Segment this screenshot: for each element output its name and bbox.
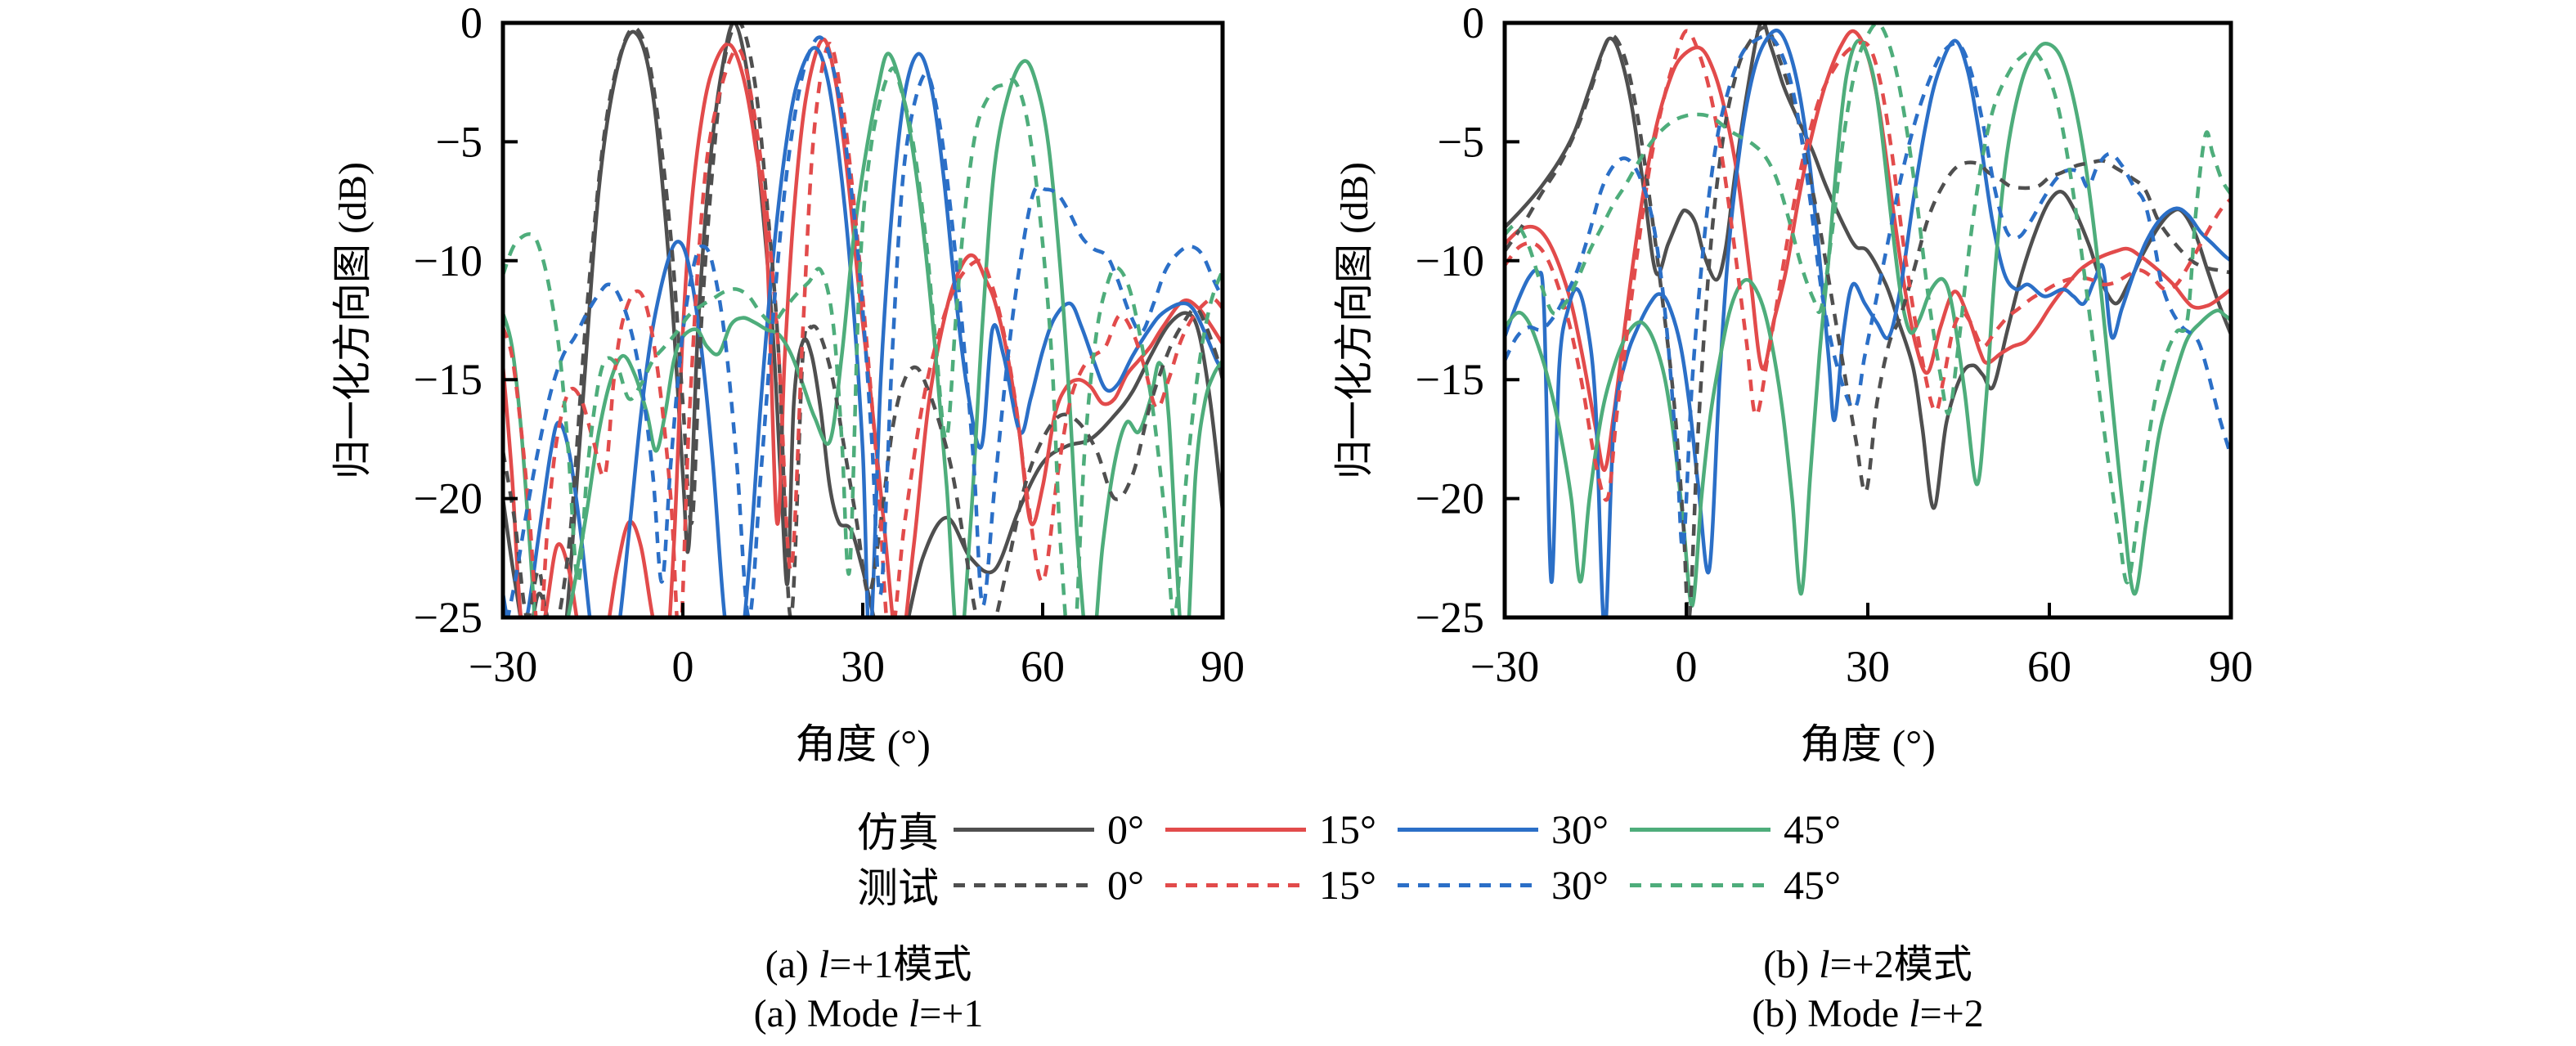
solid-line-sample-icon xyxy=(954,827,1094,832)
legend-entry-label: 45° xyxy=(1784,862,1841,908)
caption-panel-a: (a) l=+1模式 (a) Mode l=+1 xyxy=(754,941,984,1039)
legend-entry-sim-30: 30° xyxy=(1398,806,1630,853)
x-tick-label-a: −30 xyxy=(469,642,537,691)
curve-b-test-0 xyxy=(1505,25,2231,617)
legend-entry-test-15: 15° xyxy=(1165,861,1398,909)
legend-entry-label: 30° xyxy=(1551,862,1609,908)
legend: 仿真 0° 15° 30° 45° 测试 0° 15° 30° 45° xyxy=(857,806,1862,919)
caption-panel-b: (b) l=+2模式 (b) Mode l=+2 xyxy=(1752,941,1983,1039)
legend-row-label-simulation: 仿真 xyxy=(857,810,939,855)
legend-entry-label: 30° xyxy=(1551,806,1609,852)
x-tick-label-a: 30 xyxy=(841,642,885,691)
curve-a-sim-30 xyxy=(503,46,1223,617)
y-tick-label-a: −25 xyxy=(414,593,482,642)
x-tick-label-a: 60 xyxy=(1021,642,1065,691)
legend-entry-test-0: 0° xyxy=(954,861,1165,909)
y-tick-label-b: −5 xyxy=(1438,117,1484,166)
dashed-line-sample-icon xyxy=(1165,882,1306,887)
caption-panel-b-en: (b) Mode l=+2 xyxy=(1752,992,1984,1035)
x-axis-label-a: 角度 (°) xyxy=(795,721,931,767)
caption-panel-b-zh: (b) l=+2模式 xyxy=(1763,943,1972,986)
legend-entry-test-45: 45° xyxy=(1630,861,1862,909)
solid-line-sample-icon xyxy=(1165,827,1306,832)
curve-b-test-45 xyxy=(1505,23,2231,585)
y-tick-label-a: 0 xyxy=(460,0,482,47)
legend-entry-label: 45° xyxy=(1784,806,1841,852)
legend-entry-label: 0° xyxy=(1107,806,1144,852)
x-tick-label-b: 60 xyxy=(2027,642,2071,691)
y-tick-label-a: −15 xyxy=(414,355,482,404)
x-tick-label-a: 90 xyxy=(1200,642,1245,691)
curve-a-sim-45 xyxy=(503,52,1223,617)
legend-entry-sim-15: 15° xyxy=(1165,806,1398,853)
y-axis-label-b: 归一化方向图 (dB) xyxy=(1333,162,1376,479)
axes-frame-b xyxy=(1502,20,2233,620)
legend-entries-simulation: 0° 15° 30° 45° xyxy=(954,806,1862,853)
y-tick-label-a: −10 xyxy=(414,236,482,285)
y-tick-label-a: −5 xyxy=(436,117,482,166)
y-tick-label-b: −25 xyxy=(1416,593,1484,642)
legend-row-simulation: 仿真 0° 15° 30° 45° xyxy=(857,806,1862,855)
y-tick-label-b: 0 xyxy=(1462,0,1484,47)
y-tick-label-b: −15 xyxy=(1416,355,1484,404)
curve-a-test-30 xyxy=(505,35,1223,617)
x-tick-label-a: 0 xyxy=(672,642,694,691)
curve-b-sim-45 xyxy=(1505,38,2231,608)
panel-a-plot: −30 0 30 60 90 0 −5 −10 −15 −20 −25 xyxy=(414,0,1245,691)
legend-row-test: 测试 0° 15° 30° 45° xyxy=(857,861,1862,911)
y-tick-label-b: −20 xyxy=(1416,474,1484,523)
x-tick-label-b: −30 xyxy=(1470,642,1539,691)
caption-panel-a-en: (a) Mode l=+1 xyxy=(753,992,984,1035)
legend-row-label-test: 测试 xyxy=(857,865,939,911)
dashed-line-sample-icon xyxy=(1398,882,1538,887)
y-tick-label-a: −20 xyxy=(414,474,482,523)
dashed-line-sample-icon xyxy=(1630,882,1770,887)
legend-entry-sim-0: 0° xyxy=(954,806,1165,853)
legend-entries-test: 0° 15° 30° 45° xyxy=(954,861,1862,909)
y-axis-label-a: 归一化方向图 (dB) xyxy=(331,162,375,479)
curve-a-test-45 xyxy=(503,66,1223,617)
x-tick-label-b: 0 xyxy=(1676,642,1698,691)
caption-panel-a-zh: (a) l=+1模式 xyxy=(765,943,972,986)
legend-entry-label: 15° xyxy=(1319,806,1376,852)
solid-line-sample-icon xyxy=(1630,827,1770,832)
dashed-line-sample-icon xyxy=(954,882,1094,887)
x-tick-label-b: 30 xyxy=(1846,642,1890,691)
curve-a-test-15 xyxy=(503,42,1223,617)
x-tick-label-b: 90 xyxy=(2209,642,2253,691)
panel-b-plot: −30 0 30 60 90 0 −5 −10 −15 −20 −25 xyxy=(1416,0,2253,691)
x-axis-label-b: 角度 (°) xyxy=(1800,721,1936,767)
solid-line-sample-icon xyxy=(1398,827,1538,832)
legend-entry-label: 15° xyxy=(1319,862,1376,908)
curve-b-test-15 xyxy=(1505,29,2231,502)
y-tick-label-b: −10 xyxy=(1416,236,1484,285)
curve-b-sim-30 xyxy=(1505,29,2231,617)
legend-entry-sim-45: 45° xyxy=(1630,806,1862,853)
legend-entry-label: 0° xyxy=(1107,862,1144,908)
curve-a-test-0 xyxy=(503,23,1223,617)
legend-entry-test-30: 30° xyxy=(1398,861,1630,909)
curve-b-test-30 xyxy=(1505,34,2231,550)
